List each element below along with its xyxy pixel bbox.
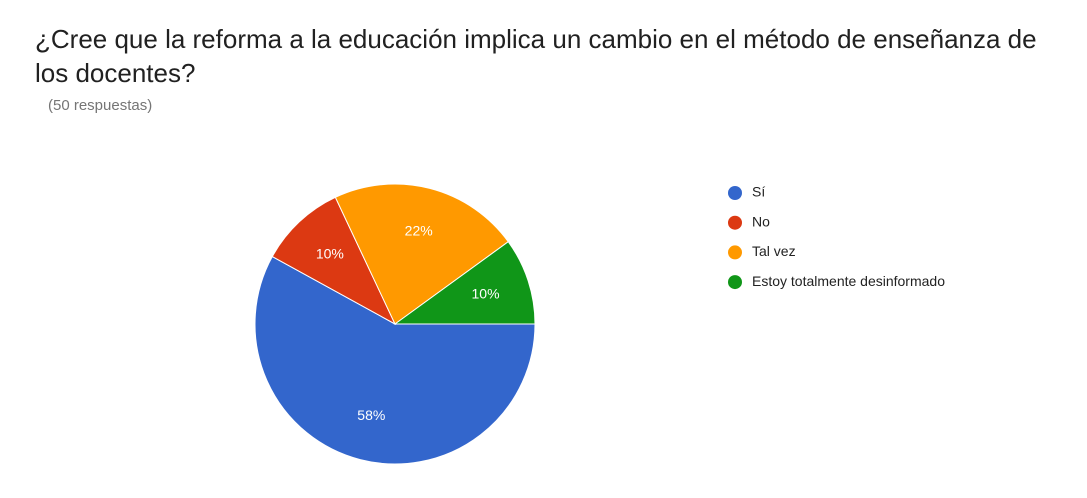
legend-marker	[728, 275, 742, 290]
legend-marker	[728, 215, 742, 230]
slice-label: 10%	[316, 245, 344, 261]
chart-title: ¿Cree que la reforma a la educación impl…	[35, 24, 1037, 88]
slice-label: 10%	[472, 285, 500, 301]
pie-slice	[334, 183, 509, 325]
legend-marker	[728, 245, 742, 260]
pie-slice	[393, 241, 536, 325]
legend-label: Tal vez	[752, 243, 796, 259]
slice-label: 58%	[357, 407, 385, 423]
pie-slice	[271, 196, 397, 326]
chart-subtitle: (50 respuestas)	[48, 97, 153, 114]
legend-marker	[728, 186, 742, 200]
legend-label: No	[752, 213, 770, 229]
legend-label: Sí	[752, 184, 765, 200]
pie-slice	[254, 255, 536, 465]
legend-label: Estoy totalmente desinformado	[752, 273, 945, 289]
slice-label: 22%	[405, 222, 433, 238]
